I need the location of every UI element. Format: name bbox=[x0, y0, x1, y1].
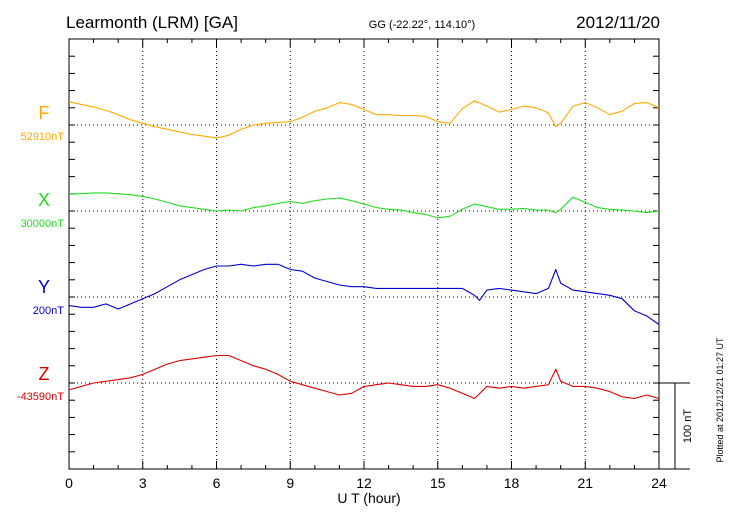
x-tick-label: 6 bbox=[213, 475, 221, 491]
date-label: 2012/11/20 bbox=[576, 13, 660, 32]
x-axis-title: U T (hour) bbox=[337, 490, 400, 506]
scale-bar-label: 100 nT bbox=[682, 409, 694, 444]
series-name-z: Z bbox=[39, 364, 50, 384]
series-line-f bbox=[68, 100, 660, 139]
scale-bar: 100 nT bbox=[659, 382, 694, 470]
coordinates-label: GG (-22.22°, 114.10°) bbox=[369, 19, 475, 31]
series-line-x bbox=[69, 192, 660, 219]
x-tick-label: 15 bbox=[430, 475, 446, 491]
series-lines bbox=[68, 100, 660, 400]
series-baseline-value-x: 30000nT bbox=[21, 218, 65, 230]
station-title: Learmonth (LRM) [GA] bbox=[66, 13, 238, 32]
x-tick-label: 24 bbox=[651, 475, 667, 491]
series-baseline-value-f: 52910nT bbox=[21, 131, 65, 143]
x-tick-label: 12 bbox=[356, 475, 372, 491]
x-tick-label: 9 bbox=[286, 475, 294, 491]
series-name-f: F bbox=[39, 103, 50, 123]
x-tick-label: 0 bbox=[65, 475, 73, 491]
x-tick-label: 18 bbox=[504, 475, 520, 491]
series-line-z bbox=[68, 354, 660, 400]
x-tick-label: 21 bbox=[577, 475, 593, 491]
axis-ticks: 0 3 6 9 12 15 18 21 24 bbox=[65, 38, 667, 491]
series-baseline-value-z: -43590nT bbox=[17, 391, 64, 403]
series-name-y: Y bbox=[38, 277, 50, 297]
x-tick-label: 3 bbox=[139, 475, 147, 491]
series-baseline-value-y: 200nT bbox=[33, 305, 64, 317]
series-name-x: X bbox=[38, 190, 50, 210]
series-labels: F 52910nT X 30000nT Y 200nT Z -43590nT bbox=[17, 103, 64, 403]
series-line-y bbox=[68, 263, 660, 325]
plotted-timestamp: Plotted at 2012/12/21 01:27 UT bbox=[715, 337, 725, 463]
grid bbox=[69, 39, 659, 469]
